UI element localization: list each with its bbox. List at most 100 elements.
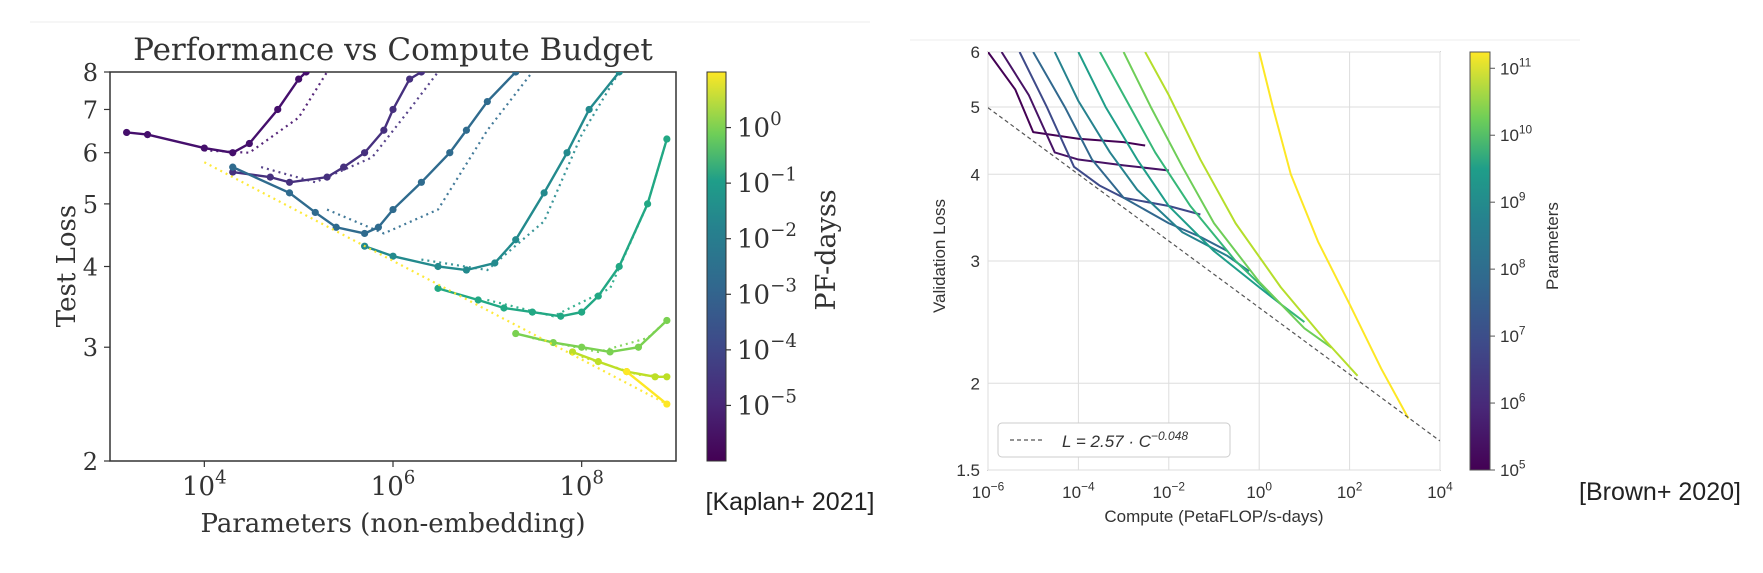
left-point [563, 149, 571, 157]
right-y-tick-label: 2 [971, 374, 980, 393]
legend-box [997, 422, 1231, 458]
left-point [332, 223, 340, 231]
left-point [266, 173, 274, 181]
left-line-budget-6 [515, 319, 668, 354]
left-point [474, 296, 482, 304]
left-point [512, 236, 520, 244]
right-x-axis-label: Compute (PetaFLOP/s-days) [1104, 507, 1323, 526]
left-point [568, 348, 577, 356]
right-x-tick-label: 100 [1246, 479, 1272, 502]
left-point [578, 308, 586, 316]
right-y-tick-label: 6 [971, 43, 980, 62]
left-point [389, 105, 397, 114]
left-x-axis: 104 106 108 [182, 461, 604, 502]
right-cbar-tick-label: 108 [1500, 256, 1526, 279]
left-point [434, 262, 442, 271]
right-cbar-tick-label: 1011 [1500, 56, 1532, 79]
left-colorbar [706, 71, 727, 462]
left-line-budget-1 [126, 72, 307, 154]
left-y-tick-label: 2 [83, 448, 98, 476]
left-point [557, 312, 565, 320]
left-cbar-tick-label: 10−3 [737, 276, 797, 311]
left-point [512, 329, 520, 338]
left-cbar-tick-label: 10−5 [737, 387, 797, 422]
right-line-model-2 [1000, 52, 1169, 172]
left-point [417, 178, 425, 186]
left-y-axis: 2 3 4 5 6 7 8 [83, 59, 110, 476]
left-point [594, 292, 602, 300]
right-y-axis-label: Validation Loss [930, 199, 949, 313]
left-point [143, 131, 152, 139]
legend-label: L = 2.57 · C−0.048 [1062, 429, 1188, 451]
left-point [594, 358, 602, 366]
right-cbar-tick-label: 105 [1500, 457, 1526, 480]
right-x-tick-label: 102 [1337, 479, 1363, 502]
left-y-axis-label: Test Loss [52, 205, 82, 327]
left-point [302, 72, 310, 76]
left-point [406, 75, 414, 83]
left-point [229, 163, 237, 171]
left-cbar-tick-label: 10−1 [737, 164, 797, 199]
left-point [500, 304, 508, 312]
left-x-tick-label: 104 [182, 467, 227, 502]
right-fit-line [988, 107, 1440, 442]
right-cbar-tick-label: 109 [1500, 190, 1526, 213]
left-point [606, 348, 614, 356]
left-point [361, 149, 369, 157]
right-x-tick-label: 10−4 [1062, 479, 1095, 502]
left-point [417, 72, 425, 76]
left-chart-title: Performance vs Compute Budget [133, 32, 653, 68]
left-point [311, 208, 319, 217]
left-point [245, 139, 253, 148]
right-line-model-6 [1077, 52, 1282, 305]
left-point [285, 178, 294, 186]
left-point [340, 163, 348, 171]
right-y-tick-label: 3 [971, 252, 980, 271]
left-series-group [123, 72, 671, 408]
left-point [374, 223, 382, 231]
right-line-model-5 [1053, 52, 1250, 273]
left-point [663, 135, 671, 143]
right-line-model-8 [1122, 52, 1333, 349]
left-fit-budget-3 [326, 72, 534, 235]
left-point [549, 338, 557, 347]
right-y-tick-label: 1.5 [956, 461, 980, 480]
right-legend: L = 2.57 · C−0.048 [997, 422, 1231, 458]
left-plot-frame [109, 71, 677, 462]
left-point [446, 149, 454, 157]
left-point [512, 72, 520, 76]
left-point [462, 126, 471, 134]
right-line-model-10 [1258, 52, 1410, 419]
right-grid [987, 51, 1441, 471]
right-cbar-tick-label: 1010 [1500, 123, 1533, 146]
left-y-tick-label: 4 [83, 254, 98, 282]
right-colorbar-label: Parameters [1543, 202, 1562, 290]
left-point [285, 189, 294, 197]
left-point [229, 149, 237, 157]
caption-brown: [Brown+ 2020] [1579, 478, 1741, 506]
left-point [585, 105, 593, 114]
left-point [615, 72, 623, 76]
right-y-tick-label: 4 [971, 165, 980, 184]
left-point [651, 373, 659, 381]
left-point [491, 259, 499, 267]
right-series-group [988, 52, 1410, 419]
left-cbar-tick-label: 10−4 [737, 331, 797, 366]
left-point [123, 128, 131, 137]
left-fit-budget-2 [260, 72, 439, 184]
right-x-tick-label: 104 [1427, 479, 1453, 502]
left-point [389, 205, 397, 214]
left-point [540, 189, 548, 197]
left-point [274, 105, 282, 114]
left-line-budget-5 [437, 138, 669, 318]
right-y-axis: 1.5 2 3 4 5 6 [956, 43, 980, 480]
right-cbar-tick-label: 106 [1500, 390, 1526, 413]
caption-kaplan: [Kaplan+ 2021] [706, 488, 875, 516]
left-point [615, 262, 623, 271]
right-chart: 1.5 2 3 4 5 6 10−6 10−4 10−2 100 102 104 L = 2.57 … [930, 43, 1562, 526]
right-x-tick-label: 10−6 [972, 479, 1005, 502]
left-point [434, 284, 442, 292]
left-point [663, 373, 671, 381]
left-point [295, 75, 303, 83]
